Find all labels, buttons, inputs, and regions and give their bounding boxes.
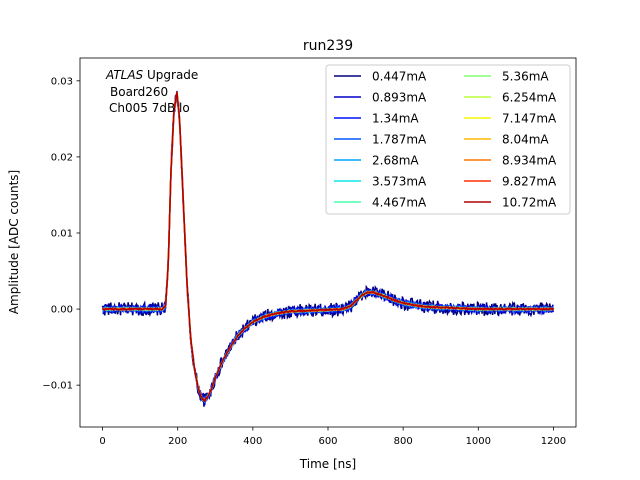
y-tick-label: 0.00: [51, 305, 73, 316]
y-tick-label: 0.01: [51, 228, 73, 239]
legend-label: 4.467mA: [372, 196, 427, 210]
series-layer: [101, 90, 555, 407]
y-tick-label: 0.03: [51, 76, 73, 87]
legend-label: 1.34mA: [372, 112, 419, 126]
chart-title: run239: [303, 38, 353, 54]
legend-label: 1.787mA: [372, 133, 427, 147]
x-tick-label: 0: [99, 436, 105, 447]
y-tick-label: −0.01: [42, 381, 73, 392]
legend: 0.447mA 0.893mA 1.34mA 1.787mA 2.68mA 3.573mA…: [325, 64, 571, 215]
legend-label: 8.934mA: [502, 154, 557, 168]
legend-label: 7.147mA: [502, 112, 557, 126]
legend-label: 3.573mA: [372, 175, 427, 189]
x-tick-label: 1200: [541, 436, 566, 447]
legend-label: 2.68mA: [372, 154, 419, 168]
axes-layer: 0 200 400 600 800 1000 1200 −0.01 0.00 0.01 0.02 0.…: [42, 57, 577, 447]
atlas-annotation: ATLAS Upgrade Board260 Ch005 7dB lo: [105, 68, 198, 115]
legend-box: [325, 64, 571, 215]
x-tick-label: 600: [318, 436, 337, 447]
x-tick-label: 1000: [466, 436, 491, 447]
annotation-upgrade: Upgrade: [143, 68, 198, 82]
annotation-atlas: ATLAS: [105, 68, 144, 82]
annotation-board: Board260: [110, 85, 168, 99]
annotation-channel: Ch005 7dB lo: [109, 101, 190, 115]
x-axis-label: Time [ns]: [299, 457, 356, 471]
x-tick-label: 200: [168, 436, 187, 447]
x-tick-label: 800: [394, 436, 413, 447]
legend-label: 5.36mA: [502, 70, 549, 84]
legend-label: 0.893mA: [372, 91, 427, 105]
legend-label: 10.72mA: [502, 196, 557, 210]
legend-label: 0.447mA: [372, 70, 427, 84]
y-tick-label: 0.02: [51, 152, 73, 163]
legend-label: 8.04mA: [502, 133, 549, 147]
series-line-14: [102, 92, 555, 403]
legend-label: 6.254mA: [502, 91, 557, 105]
legend-label: 9.827mA: [502, 175, 557, 189]
x-tick-label: 400: [243, 436, 262, 447]
y-axis-label: Amplitude [ADC counts]: [7, 170, 21, 314]
svg-text:ATLAS Upgrade: ATLAS Upgrade: [105, 68, 198, 82]
